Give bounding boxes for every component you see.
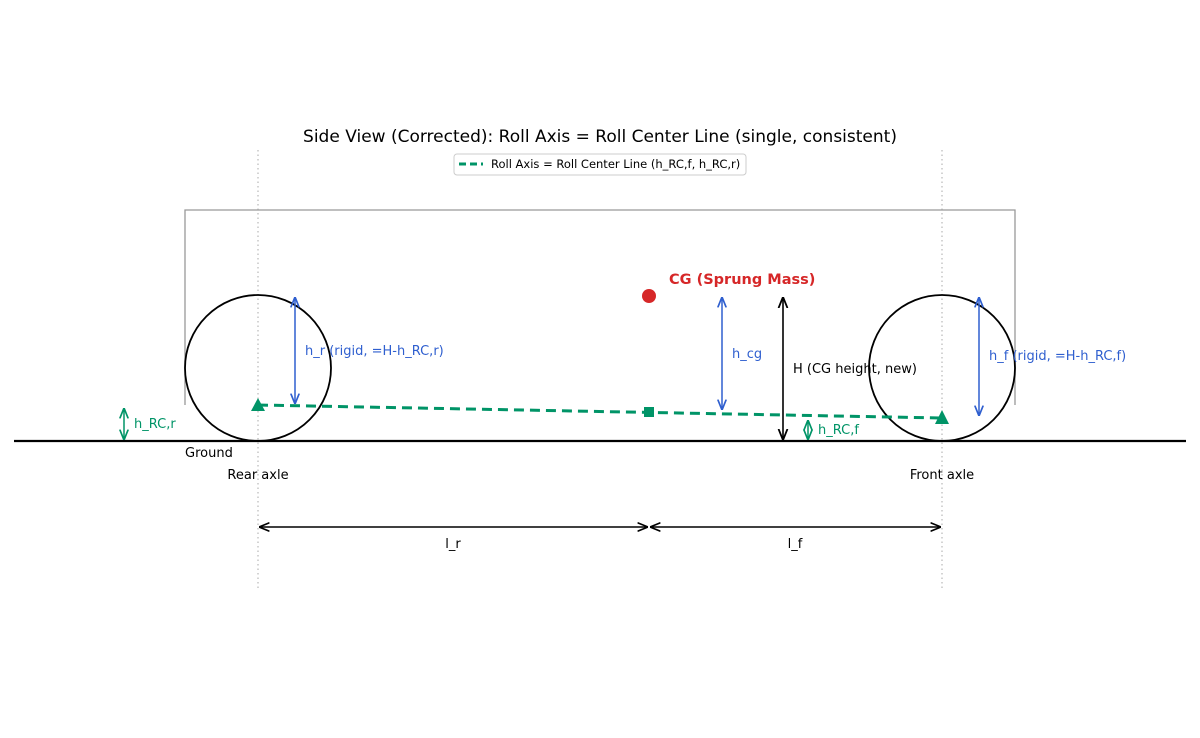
l-f-label: l_f [788, 537, 803, 552]
l-r-label: l_r [445, 537, 461, 552]
ground-label: Ground [185, 446, 233, 461]
rear-roll-center-marker [251, 398, 265, 411]
diagram-title: Side View (Corrected): Roll Axis = Roll … [303, 127, 897, 147]
cg-marker [642, 289, 656, 303]
cg-label: CG (Sprung Mass) [669, 272, 815, 288]
roll-axis-line [257, 403, 943, 420]
legend-roll-axis-label: Roll Axis = Roll Center Line (h_RC,f, h_… [491, 157, 740, 171]
front-roll-center-marker [935, 410, 949, 424]
h-rc-f-label: h_RC,f [818, 423, 859, 438]
vehicle-body-outline [184, 209, 1016, 405]
legend: Roll Axis = Roll Center Line (h_RC,f, h_… [453, 153, 747, 176]
h-rc-r-label: h_RC,r [134, 417, 176, 432]
h-r-label: h_r (rigid, =H-h_RC,r) [305, 344, 444, 359]
rear-axle-label: Rear axle [227, 468, 288, 483]
h-cg-label: h_cg [732, 347, 762, 362]
cg-height-label: H (CG height, new) [793, 362, 917, 377]
h-f-label: h_f (rigid, =H-h_RC,f) [989, 349, 1126, 364]
front-axle-label: Front axle [910, 468, 974, 483]
cg-roll-axis-projection-marker [644, 407, 654, 417]
